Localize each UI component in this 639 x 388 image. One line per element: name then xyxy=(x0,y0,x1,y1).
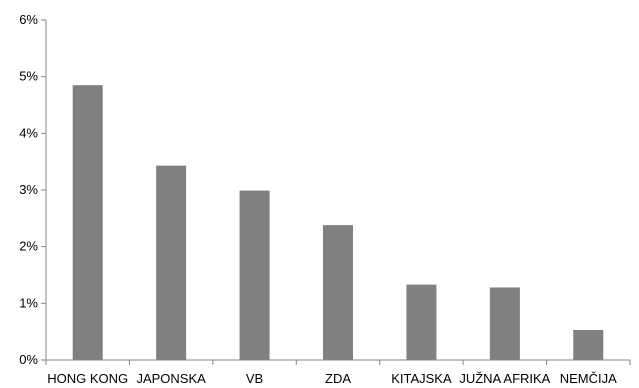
bar-zda xyxy=(323,225,353,360)
bar-japonska xyxy=(156,165,187,360)
y-tick-label: 0% xyxy=(19,352,38,367)
y-tick-label: 1% xyxy=(19,295,38,310)
y-tick-label: 3% xyxy=(19,182,38,197)
bar-južna-afrika xyxy=(489,287,520,360)
y-tick-label: 4% xyxy=(19,125,38,140)
bar-vb xyxy=(239,190,270,360)
y-tick-label: 5% xyxy=(19,69,38,84)
x-category-label: JAPONSKA xyxy=(136,371,206,386)
bars xyxy=(72,85,604,361)
bar-hong-kong xyxy=(72,85,103,361)
bar-nemčija xyxy=(573,329,604,360)
y-tick-label: 2% xyxy=(19,239,38,254)
axes xyxy=(45,20,631,365)
bar-kitajska xyxy=(406,284,437,360)
x-category-label: KITAJSKA xyxy=(391,371,452,386)
x-category-label: HONG KONG xyxy=(47,371,128,386)
x-category-label: VB xyxy=(246,371,263,386)
y-axis-ticks: 0% 1% 2% 3% 4% 5% 6% xyxy=(19,12,46,367)
x-category-label: NEMČIJA xyxy=(560,371,617,386)
x-axis-labels: HONG KONG JAPONSKA VB ZDA KITAJSKA JUŽNA AFRI… xyxy=(47,371,617,386)
y-tick-label: 6% xyxy=(19,12,38,27)
x-category-label: ZDA xyxy=(325,371,351,386)
x-category-label: JUŽNA AFRIKA xyxy=(459,371,550,386)
